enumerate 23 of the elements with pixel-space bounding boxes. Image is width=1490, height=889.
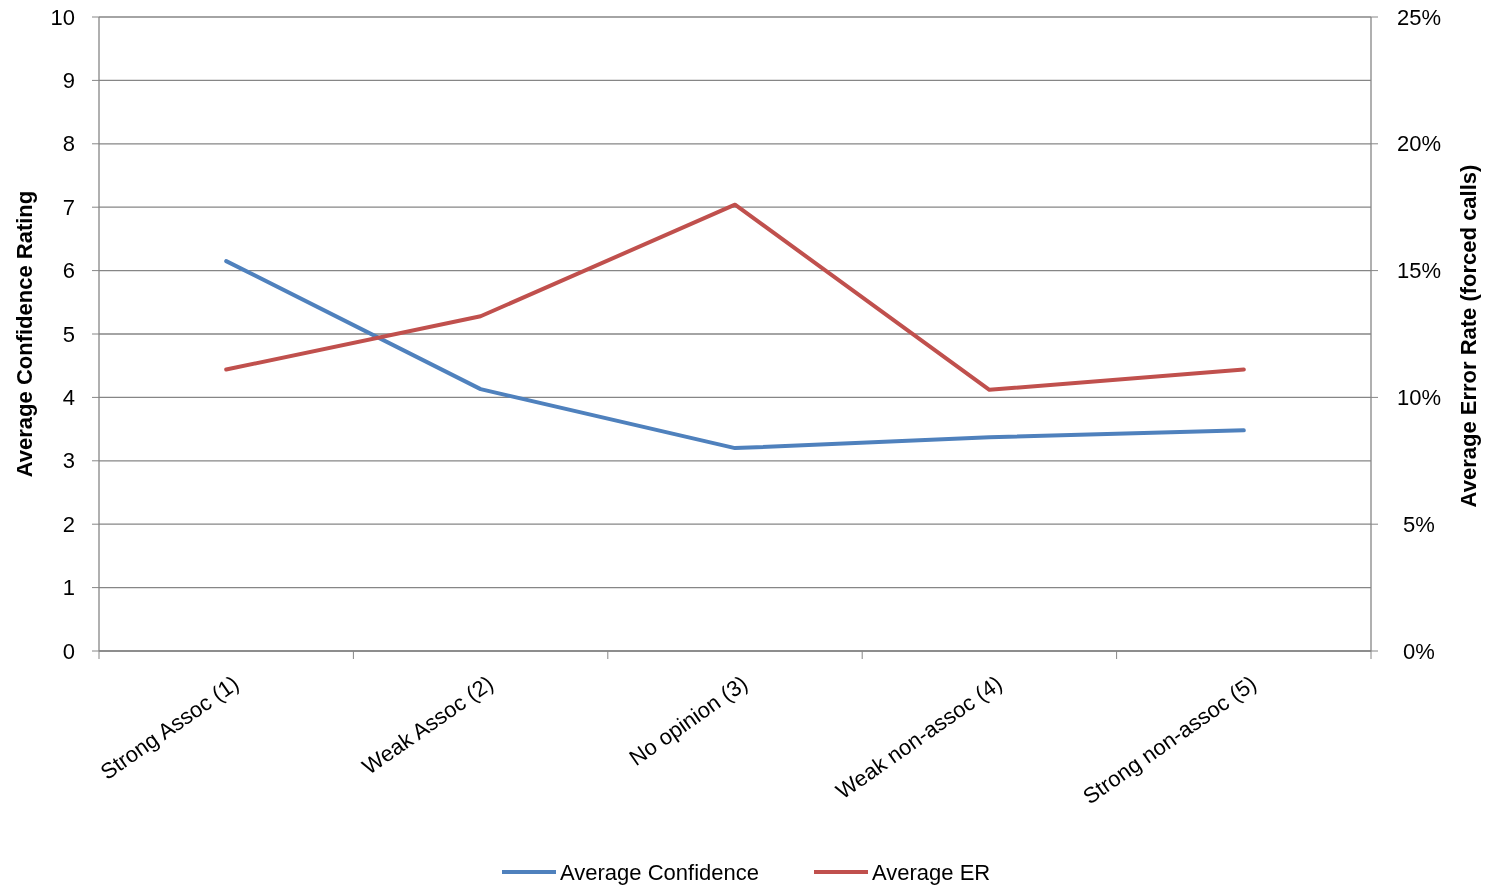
y2-tick-label: 5% xyxy=(1403,511,1435,537)
y-tick-label: 7 xyxy=(62,194,75,220)
y-tick-label: 2 xyxy=(62,511,75,537)
y-tick-label: 10 xyxy=(50,4,75,30)
y-tick-label: 5 xyxy=(62,321,75,347)
y-tick-label: 6 xyxy=(62,258,75,284)
y-tick-label: 3 xyxy=(62,448,75,474)
y-tick-label: 1 xyxy=(62,575,75,601)
legend-label: Average Confidence xyxy=(560,859,759,885)
y2-tick-label: 25% xyxy=(1396,4,1442,30)
y-tick-label: 8 xyxy=(62,131,75,157)
y2-tick-label: 15% xyxy=(1396,258,1442,284)
y2-tick-label: 0% xyxy=(1403,638,1435,664)
y2-tick-label: 20% xyxy=(1396,131,1442,157)
line-series xyxy=(224,259,1246,451)
legend-label: Average ER xyxy=(872,859,991,885)
y-tick-label: 9 xyxy=(62,67,75,93)
line-series xyxy=(224,202,1246,392)
y2-tick-label: 10% xyxy=(1396,384,1442,410)
y-tick-label: 0 xyxy=(62,638,75,664)
y2-axis-title: Average Error Rate (forced calls) xyxy=(1456,164,1481,508)
y-axis-title: Average Confidence Rating xyxy=(12,190,37,478)
y-tick-label: 4 xyxy=(62,384,75,410)
